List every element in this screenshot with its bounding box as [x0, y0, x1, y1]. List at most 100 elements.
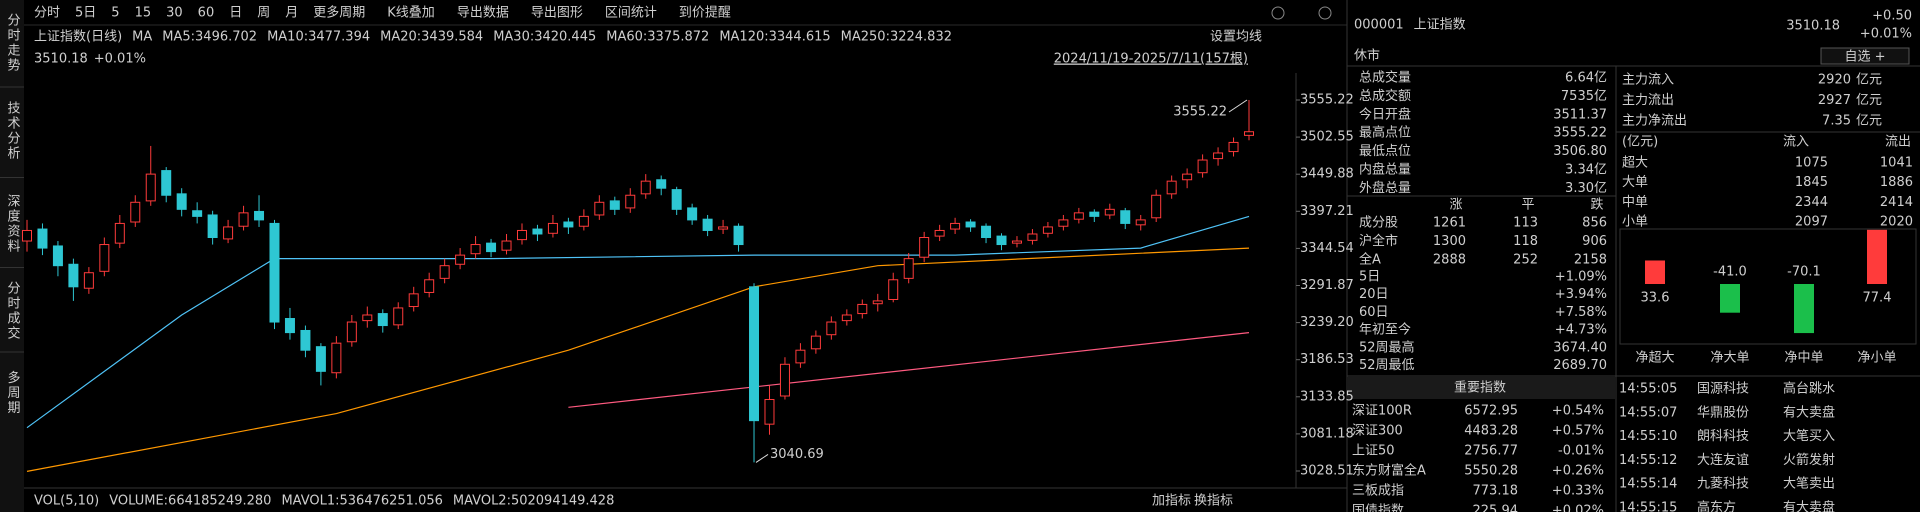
candle-body — [1027, 233, 1038, 241]
alert-time: 14:55:15 — [1619, 501, 1677, 512]
toolbar-item[interactable]: 月 — [285, 6, 298, 21]
index-name[interactable]: 国债指数 — [1352, 504, 1404, 512]
index-value: 6572.95 — [1464, 404, 1518, 419]
watch-button[interactable] — [1820, 47, 1910, 65]
nav-item[interactable]: 分时成交 — [5, 281, 21, 341]
candle-body — [114, 222, 125, 244]
index-name[interactable]: 上证50 — [1352, 444, 1395, 459]
toolbar-item[interactable]: 分时 — [34, 6, 60, 21]
toolbar-item[interactable]: 30 — [166, 6, 183, 21]
alert-name[interactable]: 华鼎股份 — [1697, 405, 1749, 420]
breadth-value: 118 — [1513, 234, 1538, 249]
quote-name: 上证指数 — [1414, 18, 1466, 33]
candle-body — [919, 237, 930, 258]
alert-time: 14:55:10 — [1619, 429, 1677, 444]
quote-change: +0.50 — [1872, 9, 1912, 24]
candle-body — [1120, 210, 1131, 224]
stat-value: 3.30亿 — [1565, 181, 1607, 196]
breadth-name: 成分股 — [1359, 216, 1398, 231]
alert-name[interactable]: 九菱科技 — [1697, 477, 1749, 492]
toolbar-item[interactable]: K线叠加 — [387, 6, 435, 21]
ma-value: MA60:3375.872 — [606, 30, 709, 45]
alert-name[interactable]: 国源科技 — [1697, 382, 1749, 397]
alert-name[interactable]: 高东方 — [1697, 500, 1736, 512]
candle-body — [1089, 211, 1100, 217]
alert-time: 14:55:07 — [1619, 405, 1677, 420]
candle-body — [37, 228, 48, 249]
toolbar-item[interactable]: 5日 — [75, 6, 96, 21]
ma-setting[interactable]: 设置均线 — [1210, 30, 1262, 45]
candle-body — [424, 279, 435, 293]
stat-value: 3511.37 — [1553, 107, 1607, 122]
candle-body — [362, 314, 373, 322]
ma-value: MA10:3477.394 — [267, 30, 370, 45]
index-value: 2756.77 — [1464, 444, 1518, 459]
watch-button-label[interactable]: 自选 + — [1844, 50, 1885, 65]
candle-body — [130, 201, 141, 223]
nav-item[interactable]: 分时走势 — [5, 13, 21, 73]
alert-name[interactable]: 朗科科技 — [1697, 429, 1749, 444]
toolbar-item[interactable]: 导出图形 — [531, 6, 583, 21]
breadth-value: 252 — [1513, 253, 1538, 268]
breadth-name: 沪全市 — [1359, 233, 1398, 249]
candle-body — [640, 180, 651, 195]
index-name[interactable]: 东方财富全A — [1352, 463, 1426, 479]
index-pct: -0.01% — [1558, 444, 1604, 459]
high-label: 3555.22 — [1173, 104, 1227, 119]
last-price: 3510.18 — [34, 52, 88, 67]
toolbar-item[interactable]: 60 — [198, 6, 215, 21]
toolbar-item[interactable]: 导出数据 — [457, 6, 509, 21]
alert-event: 有大卖盘 — [1783, 404, 1835, 420]
period-label: 年初至今 — [1359, 322, 1411, 338]
flow-in: 1845 — [1795, 175, 1828, 190]
toolbar-item[interactable]: 5 — [111, 6, 119, 21]
index-value: 773.18 — [1473, 484, 1519, 499]
breadth-value: 2158 — [1574, 253, 1607, 268]
period-value: +7.58% — [1555, 305, 1607, 320]
alert-event: 大笔买入 — [1783, 428, 1835, 444]
volume-button[interactable]: 加指标 — [1152, 494, 1191, 509]
flow-row-name: 大单 — [1622, 175, 1648, 190]
toolbar-item[interactable]: 日 — [229, 6, 242, 21]
index-name[interactable]: 深证100R — [1352, 404, 1412, 419]
toolbar-item[interactable]: 更多周期 — [313, 5, 365, 21]
alert-event: 大笔卖出 — [1783, 476, 1835, 492]
volume-label: VOL(5,10) — [34, 494, 99, 509]
alert-name[interactable]: 大连友谊 — [1697, 452, 1749, 468]
candle-body — [872, 300, 883, 305]
candle-body — [1182, 173, 1193, 181]
toolbar-item[interactable]: 15 — [135, 6, 152, 21]
net-flow-bar — [1645, 260, 1665, 284]
toolbar-item[interactable]: 到价提醒 — [679, 5, 731, 21]
stat-value: 3555.22 — [1553, 126, 1607, 141]
quote-status: 休市 — [1354, 48, 1380, 64]
candle-body — [779, 363, 790, 397]
net-flow-bar — [1794, 284, 1814, 334]
indices-title: 重要指数 — [1454, 380, 1506, 396]
toolbar-item[interactable]: 周 — [257, 6, 270, 21]
y-tick-label: 3186.53 — [1300, 352, 1354, 367]
candle-body — [408, 293, 419, 308]
alert-time: 14:55:12 — [1619, 453, 1677, 468]
period-value: 2689.70 — [1553, 358, 1607, 373]
index-name[interactable]: 深证300 — [1352, 424, 1403, 439]
candle-body — [671, 189, 682, 210]
candle-body — [1073, 212, 1084, 220]
candle-body — [795, 349, 806, 364]
nav-item[interactable]: 深度资料 — [5, 194, 21, 254]
nav-item[interactable]: 技术分析 — [5, 101, 21, 161]
breadth-value: 2888 — [1433, 253, 1466, 268]
stat-value: 6.64亿 — [1565, 71, 1607, 86]
nav-item[interactable]: 多周期 — [5, 370, 21, 416]
quote-code: 000001 — [1354, 18, 1404, 33]
y-tick-label: 3449.88 — [1300, 167, 1354, 182]
index-name[interactable]: 三板成指 — [1352, 484, 1404, 499]
volume-button[interactable]: 换指标 — [1194, 494, 1233, 509]
nav-bg — [0, 0, 24, 512]
icon[interactable] — [1271, 6, 1285, 20]
indices-header-bg — [1348, 377, 1615, 399]
candle-body — [1213, 152, 1224, 160]
icon[interactable] — [1318, 6, 1332, 20]
toolbar-item[interactable]: 区间统计 — [605, 6, 657, 21]
breadth-value: 1300 — [1433, 234, 1466, 249]
